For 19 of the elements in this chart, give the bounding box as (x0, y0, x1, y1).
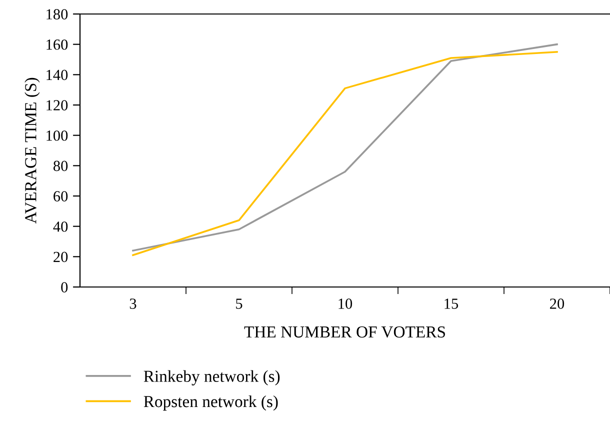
x-tick-label: 15 (444, 298, 458, 309)
x-axis-title: THE NUMBER OF VOTERS (244, 326, 445, 338)
y-tick-label: 60 (54, 191, 68, 202)
y-tick-label: 0 (61, 282, 68, 292)
x-tick-label: 3 (130, 298, 136, 309)
y-tick-label: 100 (46, 130, 68, 141)
y-tick-label: 180 (46, 9, 68, 20)
y-tick-label: 120 (46, 100, 68, 110)
x-tick-label: 20 (550, 298, 564, 309)
y-tick-label: 20 (54, 252, 68, 262)
legend-label: Rinkeby network (s) (144, 370, 280, 386)
legend-label: Ropsten network (s) (144, 395, 278, 411)
y-tick-label: 160 (46, 39, 68, 50)
y-tick-label: 40 (53, 221, 68, 232)
x-tick-label: 5 (236, 298, 242, 309)
y-axis-title: AVERAGE TIME (S) (24, 78, 40, 224)
y-tick-label: 140 (46, 70, 68, 80)
y-tick-label: 80 (54, 160, 68, 172)
x-tick-label: 10 (338, 298, 352, 309)
